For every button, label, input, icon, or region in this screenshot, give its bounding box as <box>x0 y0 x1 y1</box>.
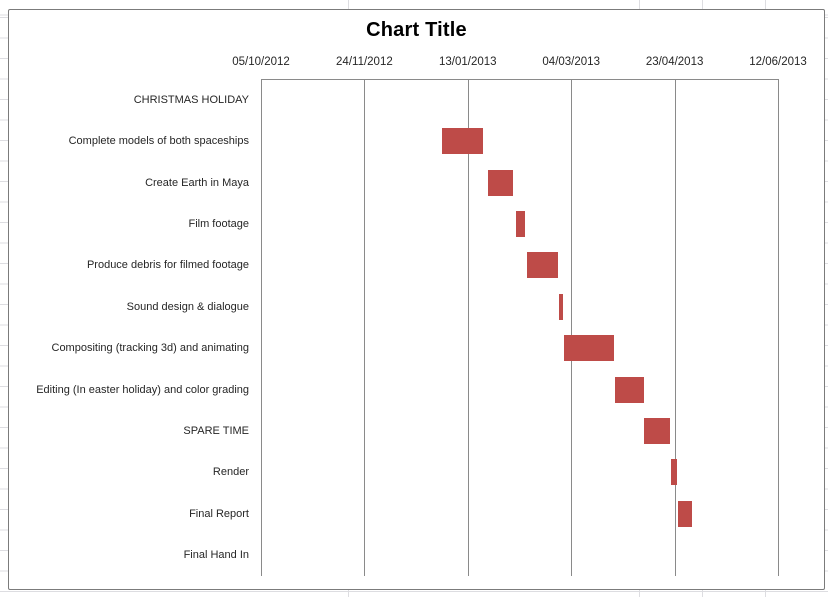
gantt-bar[interactable] <box>615 376 644 403</box>
chart-title[interactable]: Chart Title <box>366 19 467 41</box>
category-label: Compositing (tracking 3d) and animating <box>51 342 250 355</box>
category-label: Final Report <box>189 507 249 520</box>
category-label: SPARE TIME <box>183 425 249 438</box>
category-label: Film footage <box>188 217 249 230</box>
gantt-chart-object[interactable]: Chart Title 05/10/2012 24/11/2012 13/01/20… <box>8 9 825 590</box>
category-label: Final Hand In <box>183 549 249 562</box>
vertical-gridline <box>467 79 469 576</box>
date-axis-tick-label: 04/03/2013 <box>542 56 600 68</box>
vertical-gridline <box>261 79 262 576</box>
category-label: Editing (In easter holiday) and color gr… <box>36 383 249 396</box>
gantt-bar[interactable] <box>677 500 693 527</box>
category-label: Complete models of both spaceships <box>68 135 249 148</box>
gantt-bar[interactable] <box>559 293 563 320</box>
gantt-bar[interactable] <box>488 169 514 196</box>
gantt-bar[interactable] <box>643 418 671 445</box>
date-axis-tick-label: 12/06/2013 <box>749 56 807 68</box>
date-axis-tick-label: 05/10/2012 <box>232 56 290 68</box>
category-label: Create Earth in Maya <box>145 176 249 189</box>
category-label: Sound design & dialogue <box>126 300 249 313</box>
date-axis-tick-label: 23/04/2013 <box>645 56 704 68</box>
gantt-bar[interactable] <box>526 252 559 279</box>
date-axis-tick-label: 13/01/2013 <box>439 56 497 68</box>
gantt-bar[interactable] <box>441 128 484 155</box>
category-label: Produce debris for filmed footage <box>86 259 249 272</box>
date-axis-tick-label: 24/11/2012 <box>336 56 393 68</box>
vertical-gridline <box>571 79 573 576</box>
vertical-gridline <box>364 79 366 576</box>
category-label: CHRISTMAS HOLIDAY <box>133 93 249 106</box>
gantt-bar[interactable] <box>563 335 615 362</box>
category-label: Render <box>212 466 249 479</box>
vertical-gridline <box>778 79 779 576</box>
date-axis-line <box>261 79 779 80</box>
vertical-gridline <box>674 79 676 576</box>
gantt-bar[interactable] <box>671 459 677 486</box>
gantt-bar[interactable] <box>515 210 526 237</box>
